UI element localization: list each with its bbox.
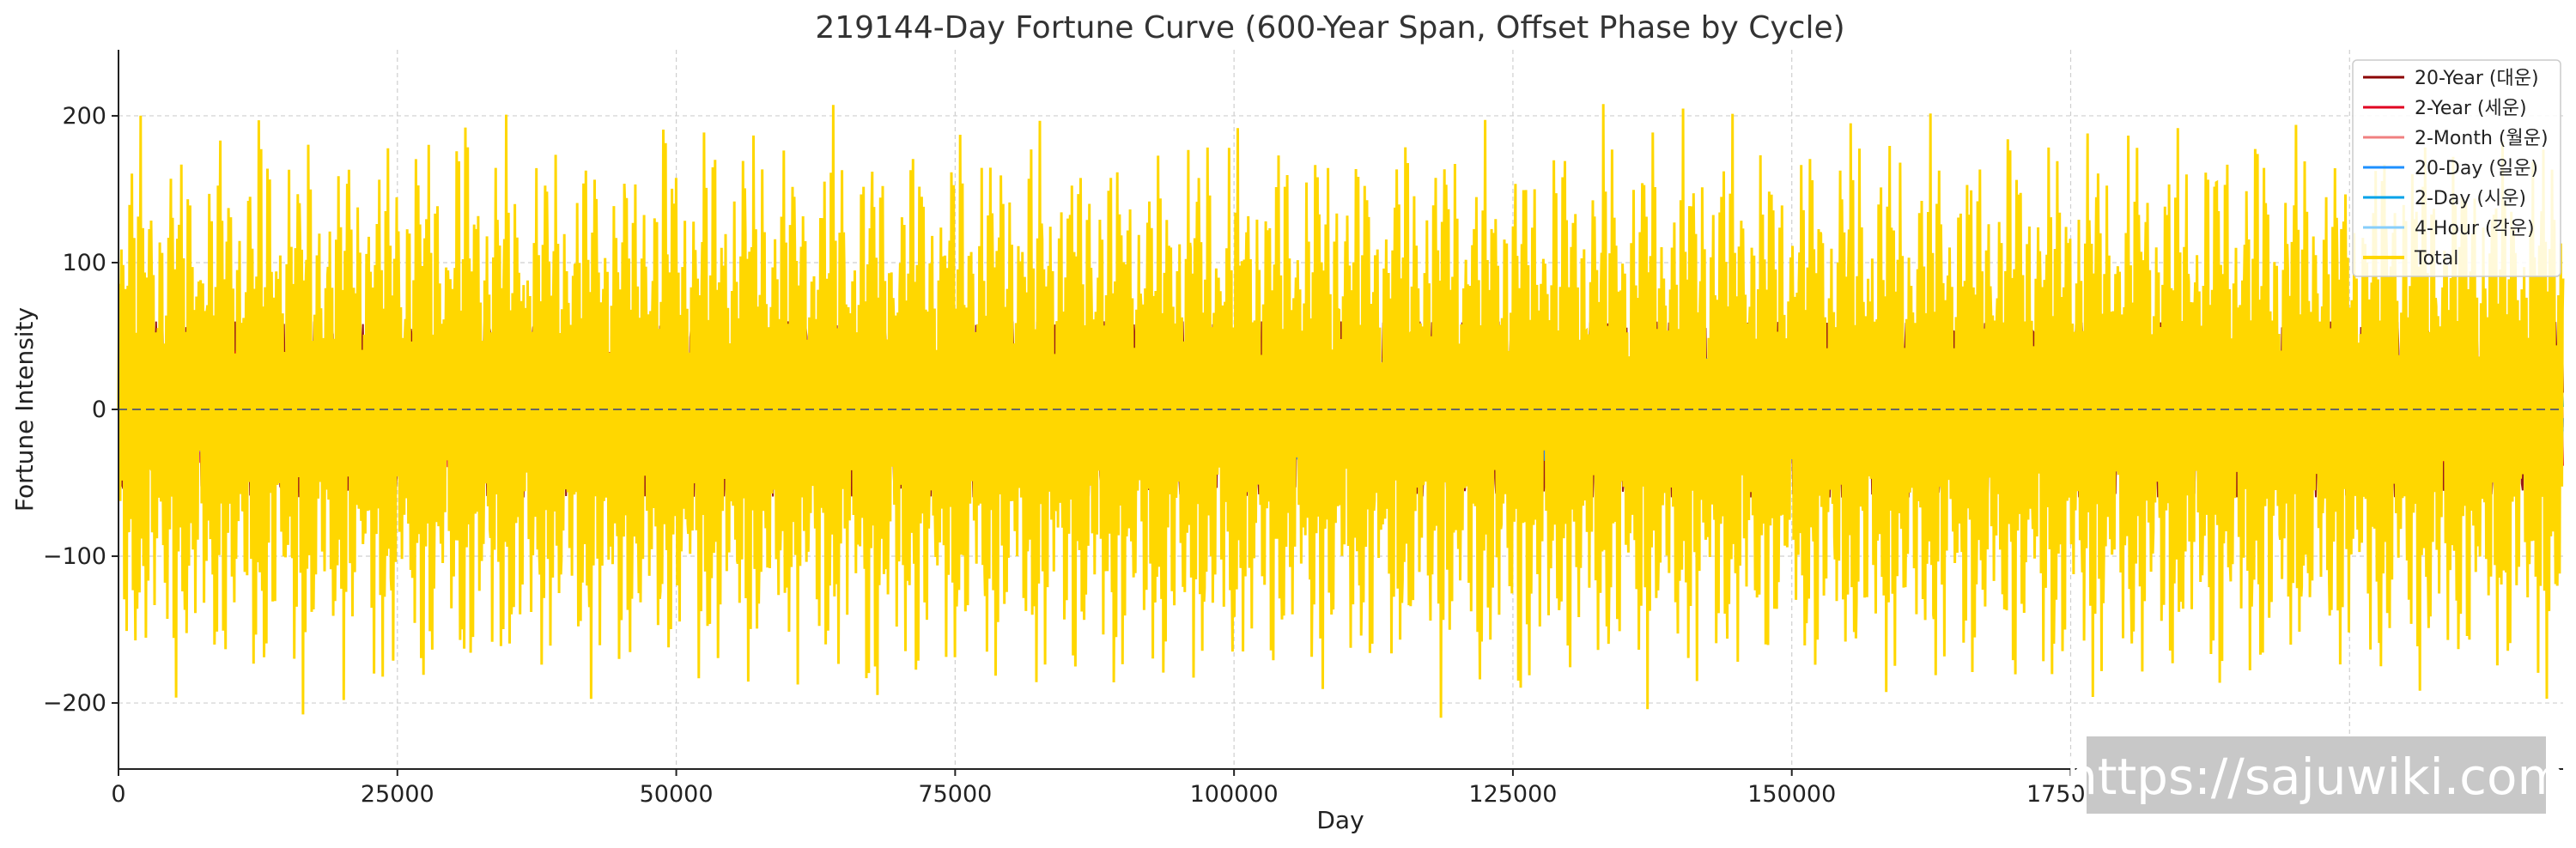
legend-entry: 4-Hour (각운)	[2415, 218, 2535, 239]
chart-title: 219144-Day Fortune Curve (600-Year Span,…	[815, 10, 1844, 45]
legend-entry: 2-Year (세운)	[2415, 98, 2527, 119]
x-ticks: 0 25000 50000 75000 100000 125000 150000 175000…	[111, 769, 2394, 808]
x-tick-label: 25000	[361, 781, 434, 808]
watermark-box	[2087, 736, 2546, 814]
y-tick-label: −200	[43, 690, 106, 717]
legend-entry: 2-Day (시운)	[2415, 188, 2526, 209]
legend: 20-Year (대운) 2-Year (세운) 2-Month (월운) 20-Da…	[2352, 59, 2561, 277]
series-line-total	[117, 104, 2565, 718]
watermark-text: https://sajuwiki.com	[2066, 748, 2566, 806]
y-tick-label: 200	[62, 103, 106, 130]
legend-entry: 20-Year (대운)	[2415, 68, 2539, 89]
x-axis-label: Day	[1316, 806, 1364, 834]
y-tick-label: 0	[92, 397, 106, 423]
x-tick-label: 125000	[1468, 781, 1557, 808]
y-axis-label: Fortune Intensity	[10, 307, 39, 512]
legend-entry: 20-Day (일운)	[2415, 158, 2538, 179]
legend-entry: 2-Month (월운)	[2415, 128, 2549, 149]
y-tick-label: −100	[43, 543, 106, 570]
legend-box	[2352, 59, 2561, 277]
y-ticks: −200 −100 0 100 200	[43, 103, 118, 717]
x-tick-label: 0	[111, 781, 125, 808]
series-layer	[117, 104, 2565, 718]
legend-entry: Total	[2414, 248, 2458, 270]
x-tick-label: 150000	[1747, 781, 1836, 808]
x-tick-label: 75000	[918, 781, 992, 808]
x-tick-label: 50000	[640, 781, 714, 808]
x-tick-label: 100000	[1190, 781, 1279, 808]
y-tick-label: 100	[62, 250, 106, 276]
watermark: https://sajuwiki.com	[2066, 736, 2566, 814]
